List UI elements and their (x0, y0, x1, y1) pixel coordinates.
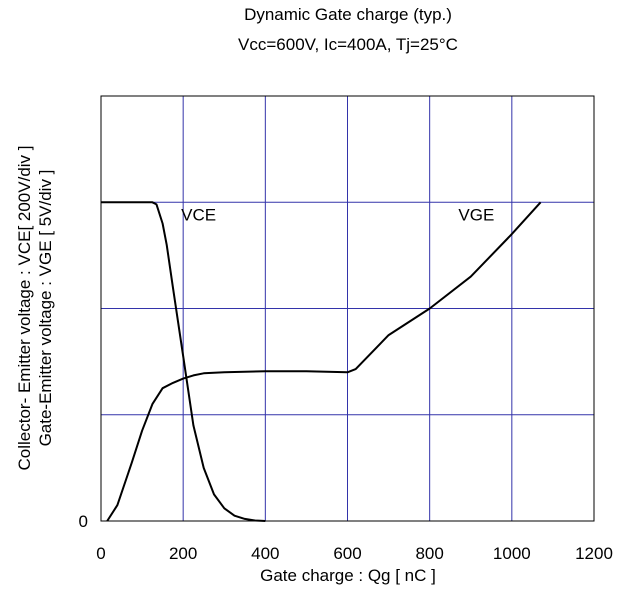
series-label-vge: VGE (458, 205, 494, 224)
x-tick-label: 1200 (575, 544, 613, 563)
x-tick-labels: 0 200 400 600 800 1000 1200 (96, 544, 613, 563)
x-tick-label: 1000 (493, 544, 531, 563)
y-axis-label-line2: Gate-Emitter voltage : VGE [ 5V/div ] (36, 170, 55, 447)
series-line-vce (101, 201, 266, 522)
x-tick-label: 0 (96, 544, 105, 563)
x-axis-label: Gate charge : Qg [ nC ] (260, 566, 436, 585)
series-label-vce: VCE (181, 205, 216, 224)
grid-lines (101, 96, 594, 521)
chart-subtitle: Vcc=600V, Ic=400A, Tj=25°C (238, 35, 458, 54)
y-axis-label-line1: Collector- Emitter voltage : VCE[ 200V/d… (15, 145, 34, 470)
chart-title: Dynamic Gate charge (typ.) (244, 5, 452, 24)
x-tick-label: 200 (169, 544, 197, 563)
series-lines (101, 201, 542, 522)
x-tick-label: 600 (333, 544, 361, 563)
x-tick-label: 400 (251, 544, 279, 563)
plot-frame (100, 95, 595, 522)
x-tick-label: 800 (415, 544, 443, 563)
series-line-vge (106, 201, 542, 522)
y-tick-labels: 0 (79, 512, 88, 531)
y-tick-label: 0 (79, 512, 88, 531)
